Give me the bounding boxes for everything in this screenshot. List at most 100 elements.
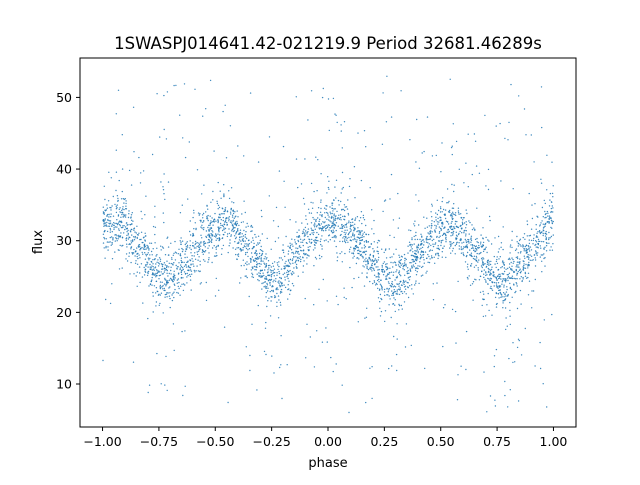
data-point — [221, 237, 224, 239]
data-point — [226, 233, 229, 235]
data-point — [523, 250, 525, 252]
data-point — [317, 159, 319, 161]
data-point — [210, 233, 212, 235]
data-point — [305, 242, 308, 244]
data-point — [412, 264, 415, 266]
data-point — [284, 267, 286, 269]
data-point — [201, 227, 203, 229]
data-point — [244, 246, 246, 248]
data-point — [174, 259, 177, 261]
data-point — [365, 257, 367, 259]
data-point — [449, 211, 451, 214]
data-point — [218, 213, 221, 215]
data-point — [144, 264, 147, 266]
data-point — [133, 151, 135, 153]
data-point — [528, 242, 531, 245]
data-point — [249, 92, 252, 94]
data-point — [341, 147, 343, 149]
data-point — [511, 277, 513, 279]
data-point — [280, 304, 282, 306]
data-point — [535, 251, 537, 253]
data-point — [130, 240, 132, 242]
data-point — [543, 319, 545, 321]
data-point — [399, 262, 402, 265]
data-point — [219, 190, 221, 192]
data-point — [340, 200, 342, 203]
data-point — [170, 278, 173, 280]
data-point — [134, 255, 136, 257]
data-point — [130, 242, 133, 244]
data-point — [440, 229, 442, 232]
data-point — [118, 268, 121, 270]
data-point — [498, 248, 500, 250]
data-point — [455, 237, 457, 240]
data-point — [382, 210, 384, 213]
data-point — [273, 279, 275, 281]
data-point — [395, 277, 398, 279]
data-point — [377, 269, 379, 271]
data-point — [509, 277, 511, 279]
data-point — [302, 265, 305, 267]
data-point — [384, 294, 386, 297]
data-point — [369, 266, 371, 269]
data-point — [462, 248, 464, 250]
data-point — [412, 259, 415, 261]
data-point — [127, 224, 129, 226]
data-point — [401, 308, 403, 310]
data-point — [378, 240, 381, 242]
data-point — [230, 234, 232, 236]
data-point — [481, 270, 483, 272]
data-point — [151, 269, 153, 271]
data-point — [529, 259, 531, 261]
data-point — [187, 274, 189, 277]
data-point — [465, 368, 467, 371]
data-point — [386, 278, 388, 280]
data-point — [313, 226, 316, 228]
data-point — [363, 236, 365, 238]
data-point — [279, 292, 282, 294]
data-point — [416, 238, 419, 241]
data-point — [416, 271, 418, 273]
data-point — [496, 302, 498, 305]
data-point — [173, 279, 175, 281]
data-point — [332, 229, 334, 231]
data-point — [267, 300, 269, 302]
data-point — [452, 123, 454, 125]
data-point — [191, 273, 193, 275]
data-point — [220, 219, 222, 221]
data-point — [306, 323, 308, 325]
data-point — [415, 231, 417, 234]
data-point — [154, 226, 157, 228]
data-point — [180, 237, 182, 239]
data-point — [392, 291, 395, 294]
data-point — [182, 268, 184, 271]
data-point — [409, 139, 411, 141]
data-point — [494, 237, 496, 239]
data-point — [525, 248, 527, 250]
data-point — [279, 366, 281, 369]
data-point — [307, 208, 310, 210]
data-point — [507, 274, 509, 276]
data-point — [333, 240, 336, 242]
data-point — [168, 295, 171, 297]
data-point — [297, 186, 299, 189]
data-point — [421, 152, 423, 154]
data-point — [306, 263, 308, 265]
data-point — [445, 239, 447, 241]
data-point — [342, 237, 344, 239]
data-point — [268, 136, 271, 138]
data-point — [460, 227, 463, 229]
data-point — [353, 255, 355, 257]
data-point — [431, 236, 433, 238]
data-point — [116, 223, 119, 226]
data-point — [373, 274, 376, 276]
data-point — [492, 275, 494, 277]
data-point — [132, 236, 135, 238]
data-point — [152, 259, 154, 261]
data-point — [395, 271, 397, 273]
data-point — [261, 282, 263, 285]
data-point — [263, 350, 266, 353]
data-point — [405, 265, 407, 267]
data-point — [237, 247, 240, 249]
data-point — [156, 93, 158, 95]
